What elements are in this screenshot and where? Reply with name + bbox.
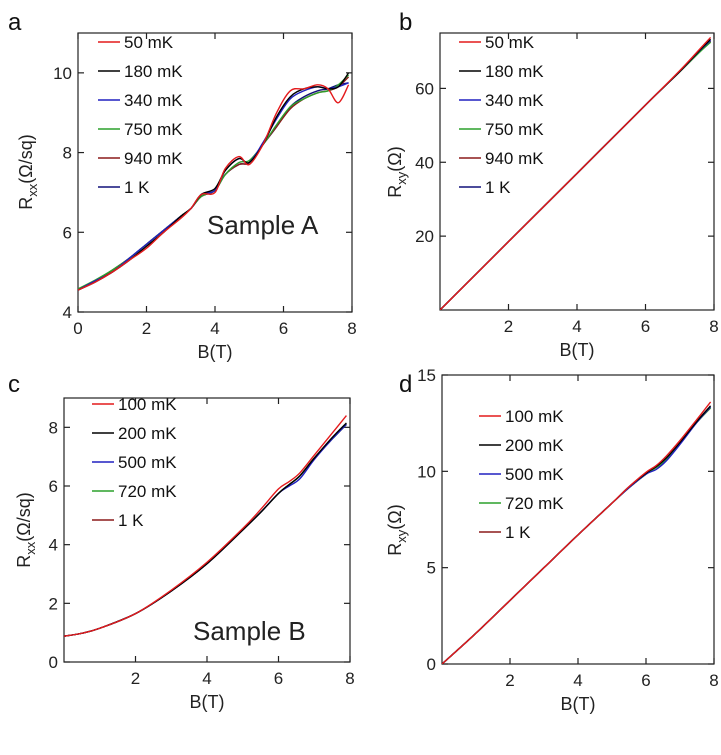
y-tick-label-c: 8 — [49, 418, 58, 437]
series-line-c-4 — [64, 423, 347, 637]
panel-letter-b: b — [399, 9, 412, 36]
y-tick-label-b: 60 — [415, 79, 434, 98]
legend-label-d: 200 mK — [505, 436, 564, 455]
x-tick-label-d: 4 — [573, 671, 582, 690]
legend-label-c: 500 mK — [118, 453, 177, 472]
x-axis-label-d: B(T) — [561, 694, 596, 714]
y-tick-label-d: 10 — [417, 462, 436, 481]
legend-label-b: 940 mK — [485, 149, 544, 168]
x-tick-label-c: 2 — [131, 669, 140, 688]
panel-letter-a: a — [8, 9, 22, 36]
x-tick-label-d: 8 — [709, 671, 718, 690]
legend-label-d: 720 mK — [505, 494, 564, 513]
legend-label-a: 1 K — [124, 178, 150, 197]
x-tick-label-d: 2 — [505, 671, 514, 690]
series-line-c-3 — [64, 423, 347, 637]
x-tick-label-a: 6 — [279, 319, 288, 338]
legend-label-a: 50 mK — [124, 33, 174, 52]
x-tick-label-a: 2 — [142, 319, 151, 338]
y-tick-label-c: 2 — [49, 594, 58, 613]
legend-label-a: 340 mK — [124, 91, 183, 110]
x-tick-label-c: 6 — [274, 669, 283, 688]
panel-b: 2 4 6 8 20 40 60 50 mK 180 mK 340 mK 750 mK 940 mK 1… — [385, 9, 719, 360]
series-line-a-4 — [78, 76, 350, 291]
legend-label-d: 100 mK — [505, 407, 564, 426]
y-tick-label-b: 40 — [415, 153, 434, 172]
legend-label-b: 750 mK — [485, 120, 544, 139]
x-tick-label-b: 4 — [572, 317, 581, 336]
legend-label-b: 50 mK — [485, 33, 535, 52]
legend-label-a: 180 mK — [124, 62, 183, 81]
series-line-a-1 — [78, 72, 350, 291]
legend-label-b: 1 K — [485, 178, 511, 197]
legend-label-a: 940 mK — [124, 149, 183, 168]
y-tick-label-c: 4 — [49, 536, 58, 555]
x-tick-label-a: 8 — [347, 319, 356, 338]
panel-a: 0 2 4 6 8 4 6 8 10 50 mK 180 mK 340 mK 750 mK 940 mK 1… — [8, 9, 357, 362]
x-tick-label-d: 6 — [641, 671, 650, 690]
y-axis-label-b: Rxy(Ω) — [385, 146, 409, 197]
y-tick-label-a: 4 — [63, 303, 72, 322]
series-line-c-0 — [64, 415, 347, 637]
y-tick-label-a: 10 — [53, 64, 72, 83]
series-line-c-1 — [64, 422, 347, 637]
panel-d: 2 4 6 8 0 5 10 15 100 mK 200 mK 500 mK 720 mK 1 K B(T… — [385, 366, 719, 714]
panel-letter-d: d — [399, 371, 412, 398]
y-axis-label-a: Rxx(Ω/sq) — [16, 134, 40, 209]
y-tick-label-b: 20 — [415, 227, 434, 246]
y-tick-label-d: 15 — [417, 366, 436, 385]
plot-frame-a — [77, 32, 353, 313]
y-tick-label-a: 6 — [63, 223, 72, 242]
legend-label-c: 200 mK — [118, 424, 177, 443]
x-axis-label-c: B(T) — [190, 692, 225, 712]
series-line-c-2 — [64, 423, 347, 637]
legend-label-b: 340 mK — [485, 91, 544, 110]
legend-label-b: 180 mK — [485, 62, 544, 81]
x-tick-label-c: 8 — [345, 669, 354, 688]
x-tick-label-a: 0 — [73, 319, 82, 338]
legend-label-c: 100 mK — [118, 395, 177, 414]
legend-label-d: 500 mK — [505, 465, 564, 484]
x-tick-label-b: 2 — [504, 317, 513, 336]
x-axis-label-b: B(T) — [560, 340, 595, 360]
legend-label-a: 750 mK — [124, 120, 183, 139]
y-tick-label-d: 0 — [427, 655, 436, 674]
legend-label-d: 1 K — [505, 523, 531, 542]
y-tick-label-c: 6 — [49, 477, 58, 496]
legend-label-c: 720 mK — [118, 482, 177, 501]
series-line-b-0 — [440, 36, 712, 310]
annotation-a: Sample A — [207, 210, 319, 240]
x-axis-label-a: B(T) — [198, 342, 233, 362]
plot-frame-d — [441, 374, 715, 665]
y-tick-label-a: 8 — [63, 144, 72, 163]
series-line-a-0 — [78, 84, 350, 291]
x-tick-label-b: 8 — [709, 317, 718, 336]
series-line-a-3 — [78, 74, 350, 290]
annotation-c: Sample B — [193, 616, 306, 646]
y-axis-label-d: Rxy(Ω) — [385, 504, 409, 555]
x-tick-label-b: 6 — [641, 317, 650, 336]
series-line-d-0 — [442, 401, 712, 664]
y-tick-label-d: 5 — [427, 559, 436, 578]
panel-c: 2 4 6 8 0 2 4 6 8 100 mK 200 mK 500 mK 720 mK 1 K Samp… — [8, 371, 355, 712]
panel-letter-c: c — [8, 371, 20, 398]
y-axis-label-c: Rxx(Ω/sq) — [14, 492, 38, 567]
y-tick-label-c: 0 — [49, 653, 58, 672]
legend-label-c: 1 K — [118, 511, 144, 530]
x-tick-label-a: 4 — [210, 319, 219, 338]
x-tick-label-c: 4 — [202, 669, 211, 688]
